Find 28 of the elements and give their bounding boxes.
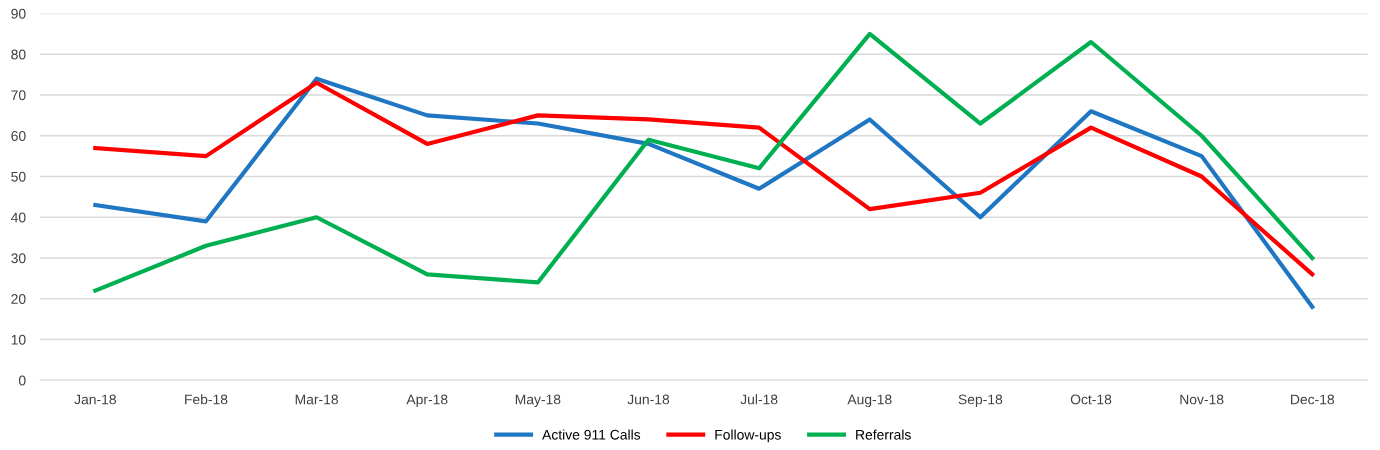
y-tick-label: 10 — [11, 334, 26, 345]
y-tick-label: 20 — [11, 294, 26, 304]
y-tick-label: 90 — [11, 8, 26, 19]
x-tick-label: Sep-18 — [958, 394, 1003, 408]
x-tick-label: Jul-18 — [740, 394, 778, 405]
x-tick-label: Jun-18 — [627, 394, 670, 405]
x-tick-label: Nov-18 — [1180, 394, 1224, 405]
x-tick-label: Jan-18 — [74, 394, 116, 405]
y-tick-label: 30 — [11, 253, 26, 264]
line-series — [93, 76, 1315, 309]
x-tick-label: Apr-18 — [406, 394, 448, 408]
y-tick-label: 0 — [18, 375, 26, 386]
x-tick-label: Dec-18 — [1291, 394, 1335, 405]
y-tick-label: 50 — [11, 171, 26, 182]
x-tick-label: May-18 — [515, 394, 561, 408]
legend-label: Referrals — [856, 429, 911, 440]
legend-label: Active 911 Calls — [542, 429, 641, 440]
line-series — [93, 31, 1315, 293]
y-tick-label: 60 — [11, 131, 26, 141]
y-tick-label: 80 — [11, 49, 26, 60]
x-tick-label: Aug-18 — [847, 394, 892, 408]
y-tick-label: 70 — [11, 90, 26, 101]
x-tick-label: Oct-18 — [1070, 394, 1112, 405]
line-series — [93, 80, 1315, 277]
y-tick-label: 40 — [11, 212, 26, 223]
legend-label: Follow-ups — [715, 429, 781, 443]
x-tick-label: Mar-18 — [295, 394, 338, 405]
x-tick-label: Feb-18 — [185, 394, 228, 405]
